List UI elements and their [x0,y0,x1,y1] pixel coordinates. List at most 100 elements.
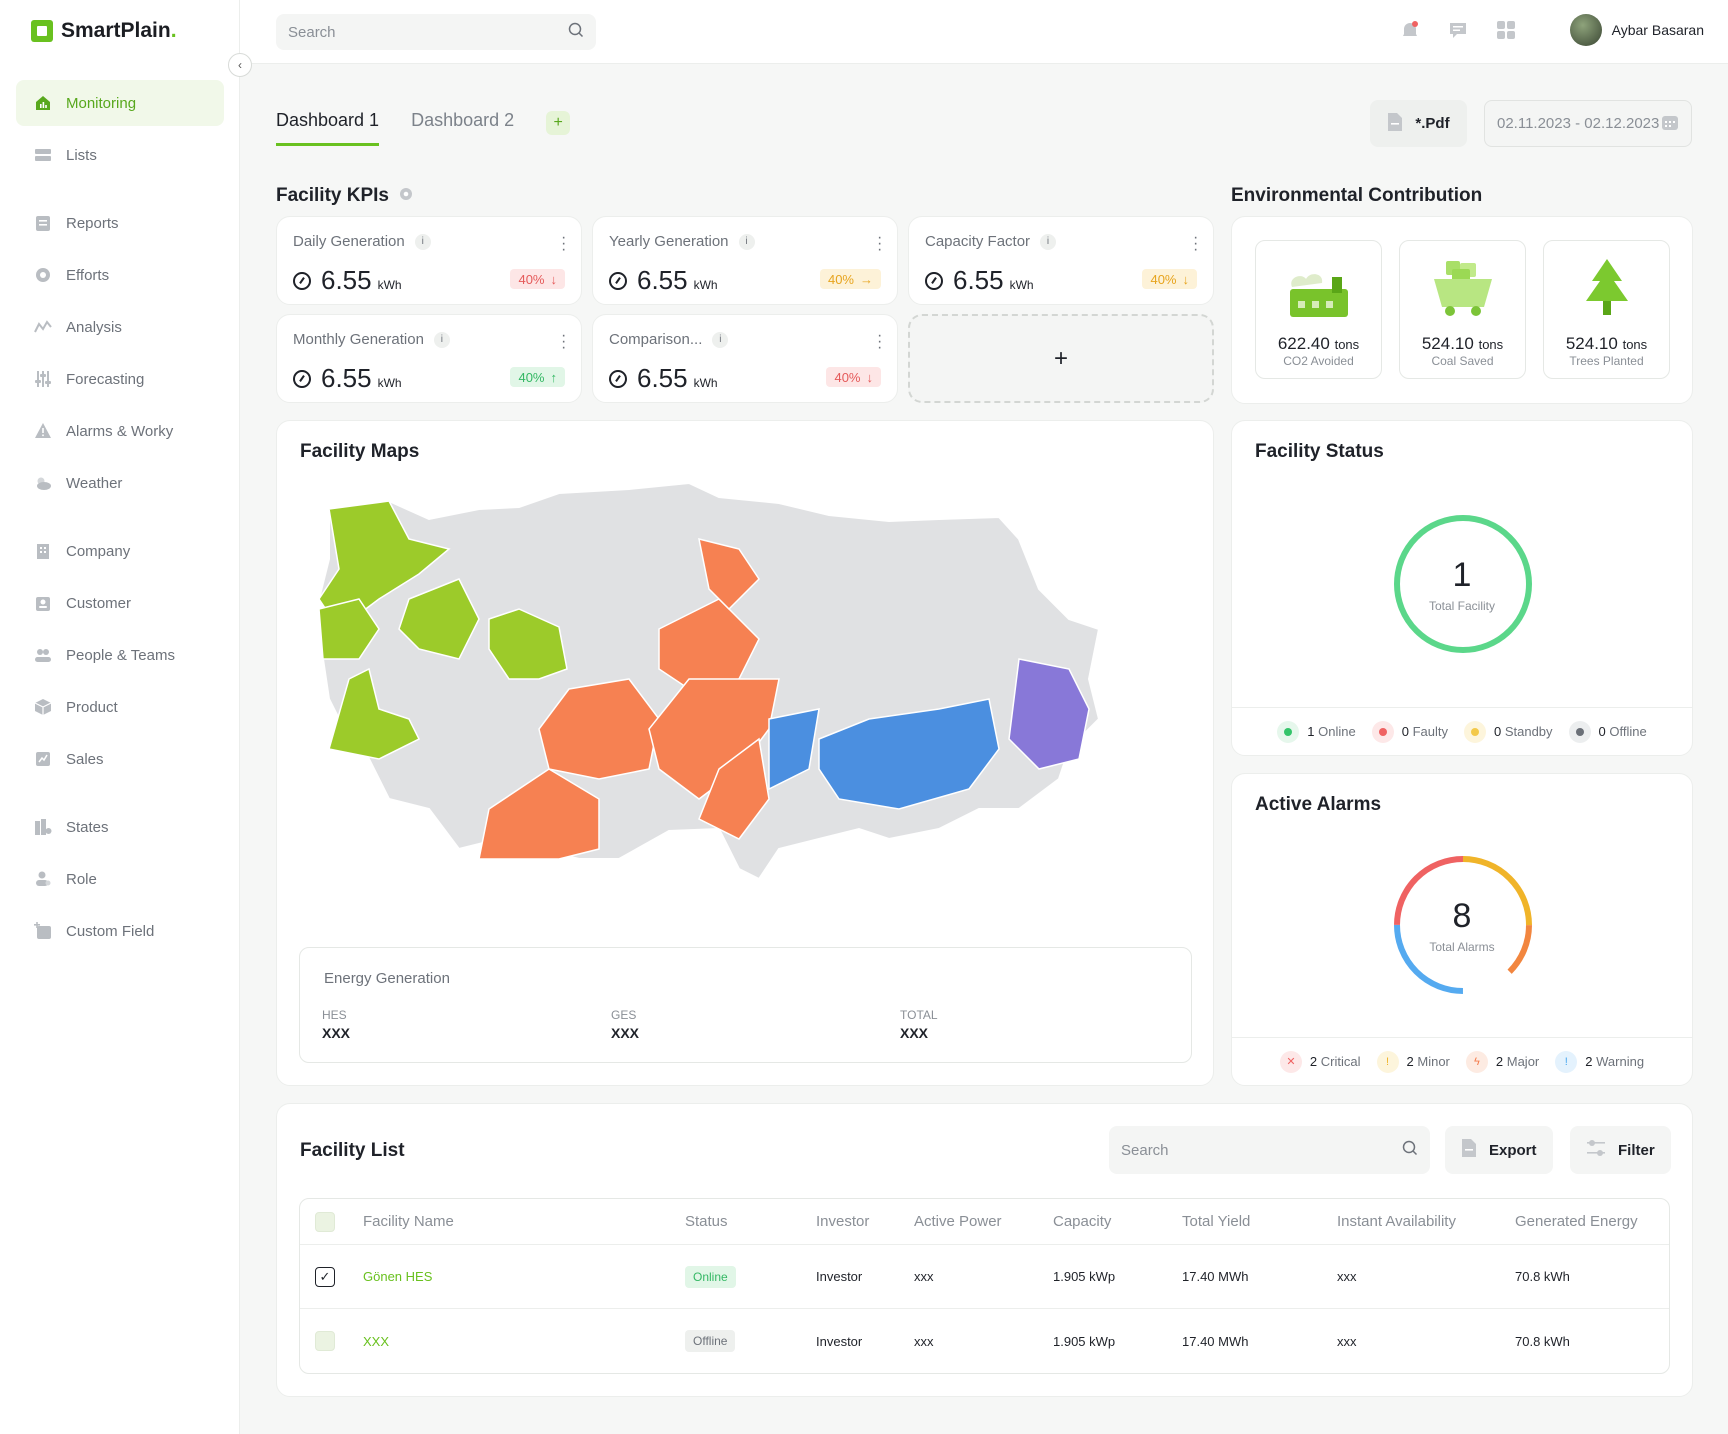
sidebar-item-role[interactable]: Role [16,856,224,902]
sidebar-item-label: Analysis [66,318,122,336]
sidebar-item-custom-field[interactable]: Custom Field [16,908,224,954]
faulty-dot-icon [1371,720,1394,743]
filter-button[interactable]: Filter [1570,1126,1671,1174]
column-header[interactable]: Status [685,1213,728,1230]
info-icon[interactable]: i [414,233,431,250]
capacity-cell: 1.905 kWp [1053,1269,1116,1284]
sidebar-item-customer[interactable]: Customer [16,580,224,626]
legend-count: 2 [1495,1054,1504,1069]
active-power-cell: xxx [914,1333,934,1349]
sidebar-item-weather[interactable]: Weather [16,460,224,506]
add-tab-button[interactable]: + [546,111,571,135]
column-header[interactable]: Active Power [914,1213,1002,1230]
column-header[interactable]: Investor [816,1213,870,1230]
more-menu-icon[interactable]: · · · [561,327,567,356]
more-menu-icon[interactable]: · · · [561,229,567,258]
building-icon [34,542,52,560]
export-button[interactable]: Export [1445,1126,1553,1174]
facility-name-link[interactable]: XXX [363,1333,390,1349]
facility-search-input[interactable]: Search [1109,1126,1430,1174]
file-icon [1387,112,1403,136]
date-range-picker[interactable]: 02.11.2023 - 02.12.2023 [1484,100,1692,147]
kpi-card-yearly-generation[interactable]: Yearly Generation i 6.55 kWh · · · 40% → [592,216,898,305]
env-label: CO2 Avoided [1283,354,1354,368]
alarms-ring-center: 8 Total Alarms [1232,897,1692,954]
info-icon[interactable]: i [1040,233,1057,250]
customer-icon [34,594,52,612]
turkey-map[interactable] [299,479,1195,919]
sidebar-item-label: People & Teams [66,646,175,664]
avatar [1569,14,1602,46]
export-pdf-button[interactable]: *.Pdf [1370,100,1467,147]
facility-name-link[interactable]: Gönen HES [363,1269,433,1284]
sidebar-item-product[interactable]: Product [16,684,224,730]
select-all-checkbox[interactable] [315,1211,335,1232]
tab-dashboard-2[interactable]: Dashboard 2 [411,110,515,130]
energy-col-hes: HES XXX [322,1008,350,1041]
more-menu-icon[interactable]: · · · [1193,229,1199,258]
sidebar-nav: Monitoring Lists Reports Efforts Analysi… [16,80,224,960]
env-value: 524.10 tons [1400,334,1525,354]
info-icon[interactable]: i [433,331,450,348]
kpi-card-capacity-factor[interactable]: Capacity Factor i 6.55 kWh · · · 40% ↓ [908,216,1214,305]
row-checkbox[interactable]: ✓ [315,1266,335,1287]
sidebar-item-alarms[interactable]: Alarms & Worky [16,408,224,454]
sidebar-item-forecasting[interactable]: Forecasting [16,356,224,402]
sidebar-item-label: Monitoring [66,94,137,112]
sidebar-item-people-teams[interactable]: People & Teams [16,632,224,678]
sidebar-item-reports[interactable]: Reports [16,200,224,246]
env-number: 622.40 [1277,334,1330,353]
column-header[interactable]: Total Yield [1182,1213,1251,1230]
row-checkbox[interactable] [315,1331,335,1351]
major-bolt-icon: ϟ [1465,1050,1488,1073]
column-header[interactable]: Capacity [1053,1213,1112,1230]
pdf-label: *.Pdf [1415,115,1450,132]
change-badge: 40% ↓ [1142,269,1197,289]
sidebar-item-company[interactable]: Company [16,528,224,574]
sidebar-item-states[interactable]: States [16,804,224,850]
active-alarms-card: Active Alarms 8 Total Alarms ✕ 2 Critical… [1231,773,1693,1086]
sidebar: SmartPlain. Monitoring Lists Reports Eff… [0,0,240,1434]
capacity-cell: 1.905 kWp [1053,1333,1116,1349]
user-menu[interactable]: Aybar Basaran [1569,14,1704,46]
info-icon[interactable]: i [738,233,755,250]
energy-value: XXX [611,1025,640,1041]
sidebar-item-efforts[interactable]: Efforts [16,252,224,298]
chat-icon[interactable] [1448,20,1468,45]
info-icon[interactable]: i [712,331,729,348]
legend-online: 1 Online [1277,720,1356,743]
apps-grid-icon[interactable] [1496,20,1516,45]
global-search-input[interactable]: Search [276,14,596,50]
sidebar-item-sales[interactable]: Sales [16,736,224,782]
tab-dashboard-1[interactable]: Dashboard 1 [276,110,380,146]
map-region-bursa [398,578,480,660]
add-kpi-button[interactable]: + [908,314,1214,403]
sidebar-item-lists[interactable]: Lists [16,132,224,178]
kpi-card-monthly-generation[interactable]: Monthly Generation i 6.55 kWh · · · 40% ↑ [276,314,582,403]
legend-minor: ! 2 Minor [1376,1050,1450,1073]
kpi-unit: kWh [1009,278,1034,292]
column-header[interactable]: Instant Availability [1337,1213,1456,1230]
sidebar-item-analysis[interactable]: Analysis [16,304,224,350]
app-logo[interactable]: SmartPlain. [31,19,177,43]
kpi-card-daily-generation[interactable]: Daily Generation i 6.55 kWh · · · 40% ↓ [276,216,582,305]
column-header[interactable]: Facility Name [363,1213,454,1230]
settings-icon[interactable] [399,185,413,207]
collapse-sidebar-button[interactable]: ‹ [228,53,252,77]
alarms-total-label: Total Alarms [1429,940,1495,954]
notification-bell-icon[interactable] [1400,20,1420,45]
gauge-icon [609,271,627,290]
more-menu-icon[interactable]: · · · [877,229,883,258]
table-row[interactable]: XXX Offline Investor xxx 1.905 kWp 17.40… [300,1309,1669,1373]
column-header[interactable]: Generated Energy [1515,1213,1638,1230]
kpi-value: 6.55 kWh [293,265,402,296]
energy-title: Energy Generation [324,970,450,987]
more-menu-icon[interactable]: · · · [877,327,883,356]
table-row[interactable]: ✓ Gönen HES Online Investor xxx 1.905 kW… [300,1245,1669,1309]
kpi-card-comparison[interactable]: Comparison... i 6.55 kWh · · · 40% ↓ [592,314,898,403]
legend-warning: ! 2 Warning [1555,1050,1644,1073]
sidebar-item-monitoring[interactable]: Monitoring [16,80,224,126]
map-region-thrace [318,500,451,631]
change-badge: 40% → [819,269,881,289]
alarms-title: Active Alarms [1255,794,1382,815]
